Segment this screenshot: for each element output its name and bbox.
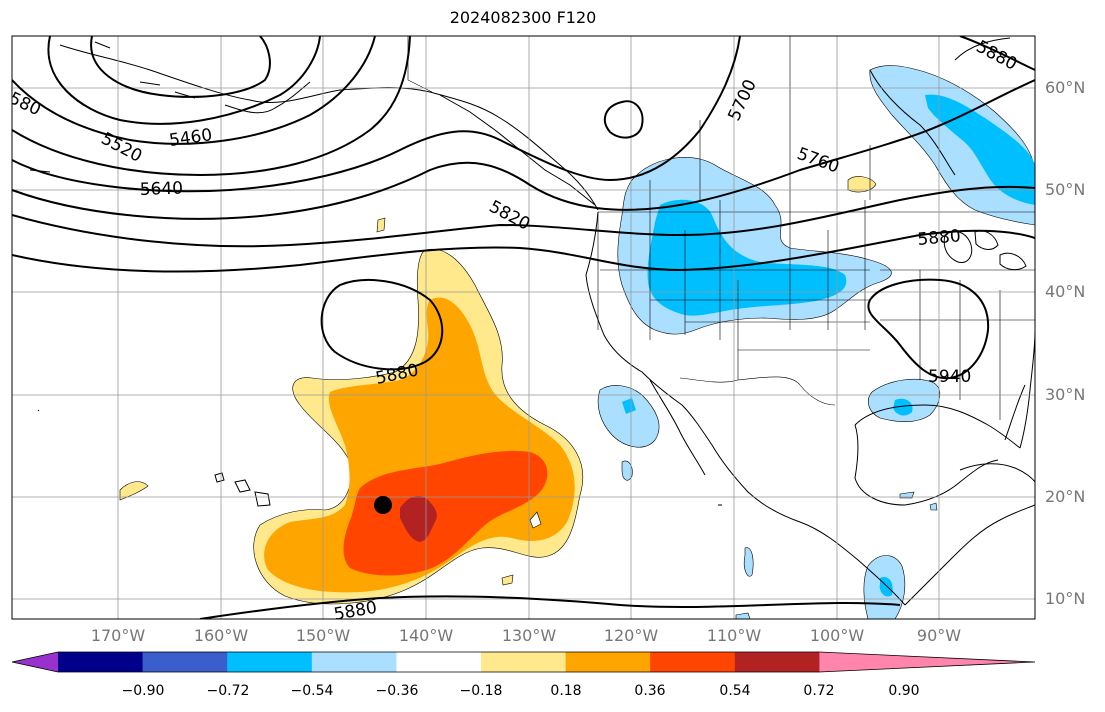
lon-label: 160°W [193,626,249,645]
colorbar-extend-low [12,652,58,672]
lat-label: 40°N [1045,282,1086,301]
lon-label: 90°W [916,626,962,645]
colorbar-tick-label: −0.90 [121,683,165,699]
colorbar-segment [481,652,567,672]
lon-label: 100°W [809,626,865,645]
lat-label: 10°N [1045,589,1086,608]
lon-label: 120°W [603,626,659,645]
colorbar-segment [58,652,144,672]
map-title: 2024082300 F120 [449,8,597,27]
colorbar-segment [396,652,482,672]
political-borders [407,36,1035,420]
contour-label: 5940 [928,367,971,387]
lat-label: 50°N [1045,180,1086,199]
colorbar-outline [11,651,1036,673]
colorbar-extend-high [819,652,1035,672]
colorbar-segment [734,652,820,672]
colorbar-segment [650,652,736,672]
lat-label: 60°N [1045,78,1086,97]
negative-anomaly-region [597,65,1035,619]
colorbar-tick-label: −0.72 [206,683,250,699]
lon-label: 140°W [398,626,454,645]
colorbar-segment [227,652,313,672]
colorbar-tick-label: 0.90 [888,683,920,699]
contour-label: 5880 [917,226,962,250]
storm-center-marker [374,496,392,514]
contour-label: 5880 [332,598,378,625]
lon-label: 150°W [295,626,351,645]
colorbar-tick-label: 0.36 [634,683,666,699]
colorbar-segment [142,652,228,672]
colorbar-tick-label: 0.72 [803,683,835,699]
colorbar-tick-label: 0.18 [550,683,582,699]
colorbar-tick-label: −0.18 [459,683,503,699]
lat-label: 30°N [1045,385,1086,404]
colorbar-tick-label: 0.54 [719,683,751,699]
lon-label: 110°W [706,626,762,645]
lat-label: 20°N [1045,487,1086,506]
map-border [11,35,1036,620]
positive-anomaly-region [119,176,877,605]
colorbar-tick-label: −0.54 [290,683,334,699]
contour-label: 5640 [139,178,183,199]
colorbar-segment [311,652,397,672]
lon-label: 170°W [90,626,146,645]
colorbar [11,651,1036,673]
lon-label: 130°W [501,626,557,645]
height-contours [12,36,1035,619]
colorbar-tick-label: −0.36 [375,683,419,699]
colorbar-segment [565,652,651,672]
